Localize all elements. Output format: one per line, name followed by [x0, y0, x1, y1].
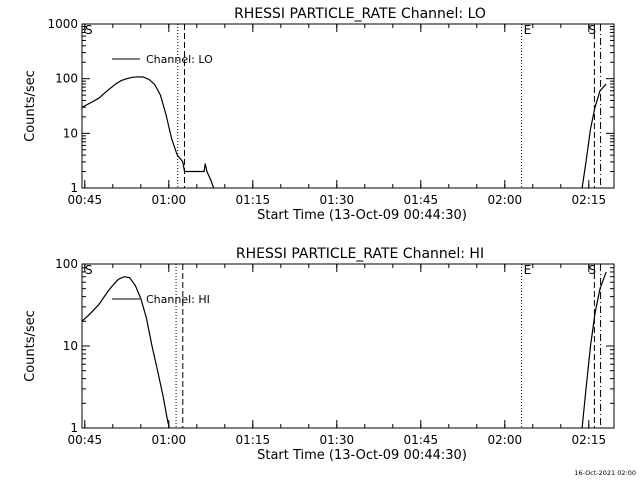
y-axis-label: Counts/sec [23, 310, 38, 382]
x-axis-label: Start Time (13-Oct-09 00:44:30) [257, 448, 467, 463]
x-tick-label: 02:00 [488, 433, 523, 447]
x-tick-label: 01:30 [320, 433, 355, 447]
x-tick-label: 01:15 [236, 193, 271, 207]
y-tick-label: 100 [55, 257, 78, 271]
x-tick-label: 01:45 [404, 193, 439, 207]
x-tick-label: 02:15 [572, 193, 607, 207]
plot-frame [81, 23, 615, 189]
marker-label: S [85, 263, 93, 277]
x-tick-label: 01:45 [404, 433, 439, 447]
chart-title: RHESSI PARTICLE_RATE Channel: LO [234, 6, 486, 22]
series-line [581, 83, 607, 189]
series-line [581, 271, 607, 429]
legend-label: Channel: LO [146, 53, 213, 66]
marker-label: S [588, 263, 596, 277]
x-tick-label: 01:15 [236, 433, 271, 447]
y-tick-label: 1 [70, 181, 78, 195]
marker-label: S [85, 23, 93, 37]
marker-label: E [524, 263, 532, 277]
y-axis-label: Counts/sec [23, 70, 38, 142]
y-tick-label: 1000 [47, 17, 78, 31]
y-tick-label: 10 [63, 339, 78, 353]
x-tick-label: 02:00 [488, 193, 523, 207]
chart-title: RHESSI PARTICLE_RATE Channel: HI [236, 246, 484, 262]
x-tick-label: 01:00 [152, 433, 187, 447]
series-line [81, 276, 170, 429]
y-tick-label: 10 [63, 126, 78, 140]
footer-timestamp: 16-Oct-2021 02:00 [574, 469, 636, 477]
marker-label: E [524, 23, 532, 37]
x-tick-label: 02:15 [572, 433, 607, 447]
x-axis-label: Start Time (13-Oct-09 00:44:30) [257, 208, 467, 223]
x-tick-label: 01:30 [320, 193, 355, 207]
panel-hi: RHESSI PARTICLE_RATE Channel: HI 1 10 100 00… [23, 246, 615, 463]
y-tick-label: 100 [55, 72, 78, 86]
legend-label: Channel: HI [146, 293, 210, 306]
y-tick-label: 1 [70, 421, 78, 435]
x-tick-label: 00:45 [68, 193, 103, 207]
marker-label: S [588, 23, 596, 37]
x-tick-label: 00:45 [68, 433, 103, 447]
x-tick-label: 01:00 [152, 193, 187, 207]
panel-lo: RHESSI PARTICLE_RATE Channel: LO 1 10 100 10… [23, 6, 615, 223]
series-line [81, 76, 215, 189]
